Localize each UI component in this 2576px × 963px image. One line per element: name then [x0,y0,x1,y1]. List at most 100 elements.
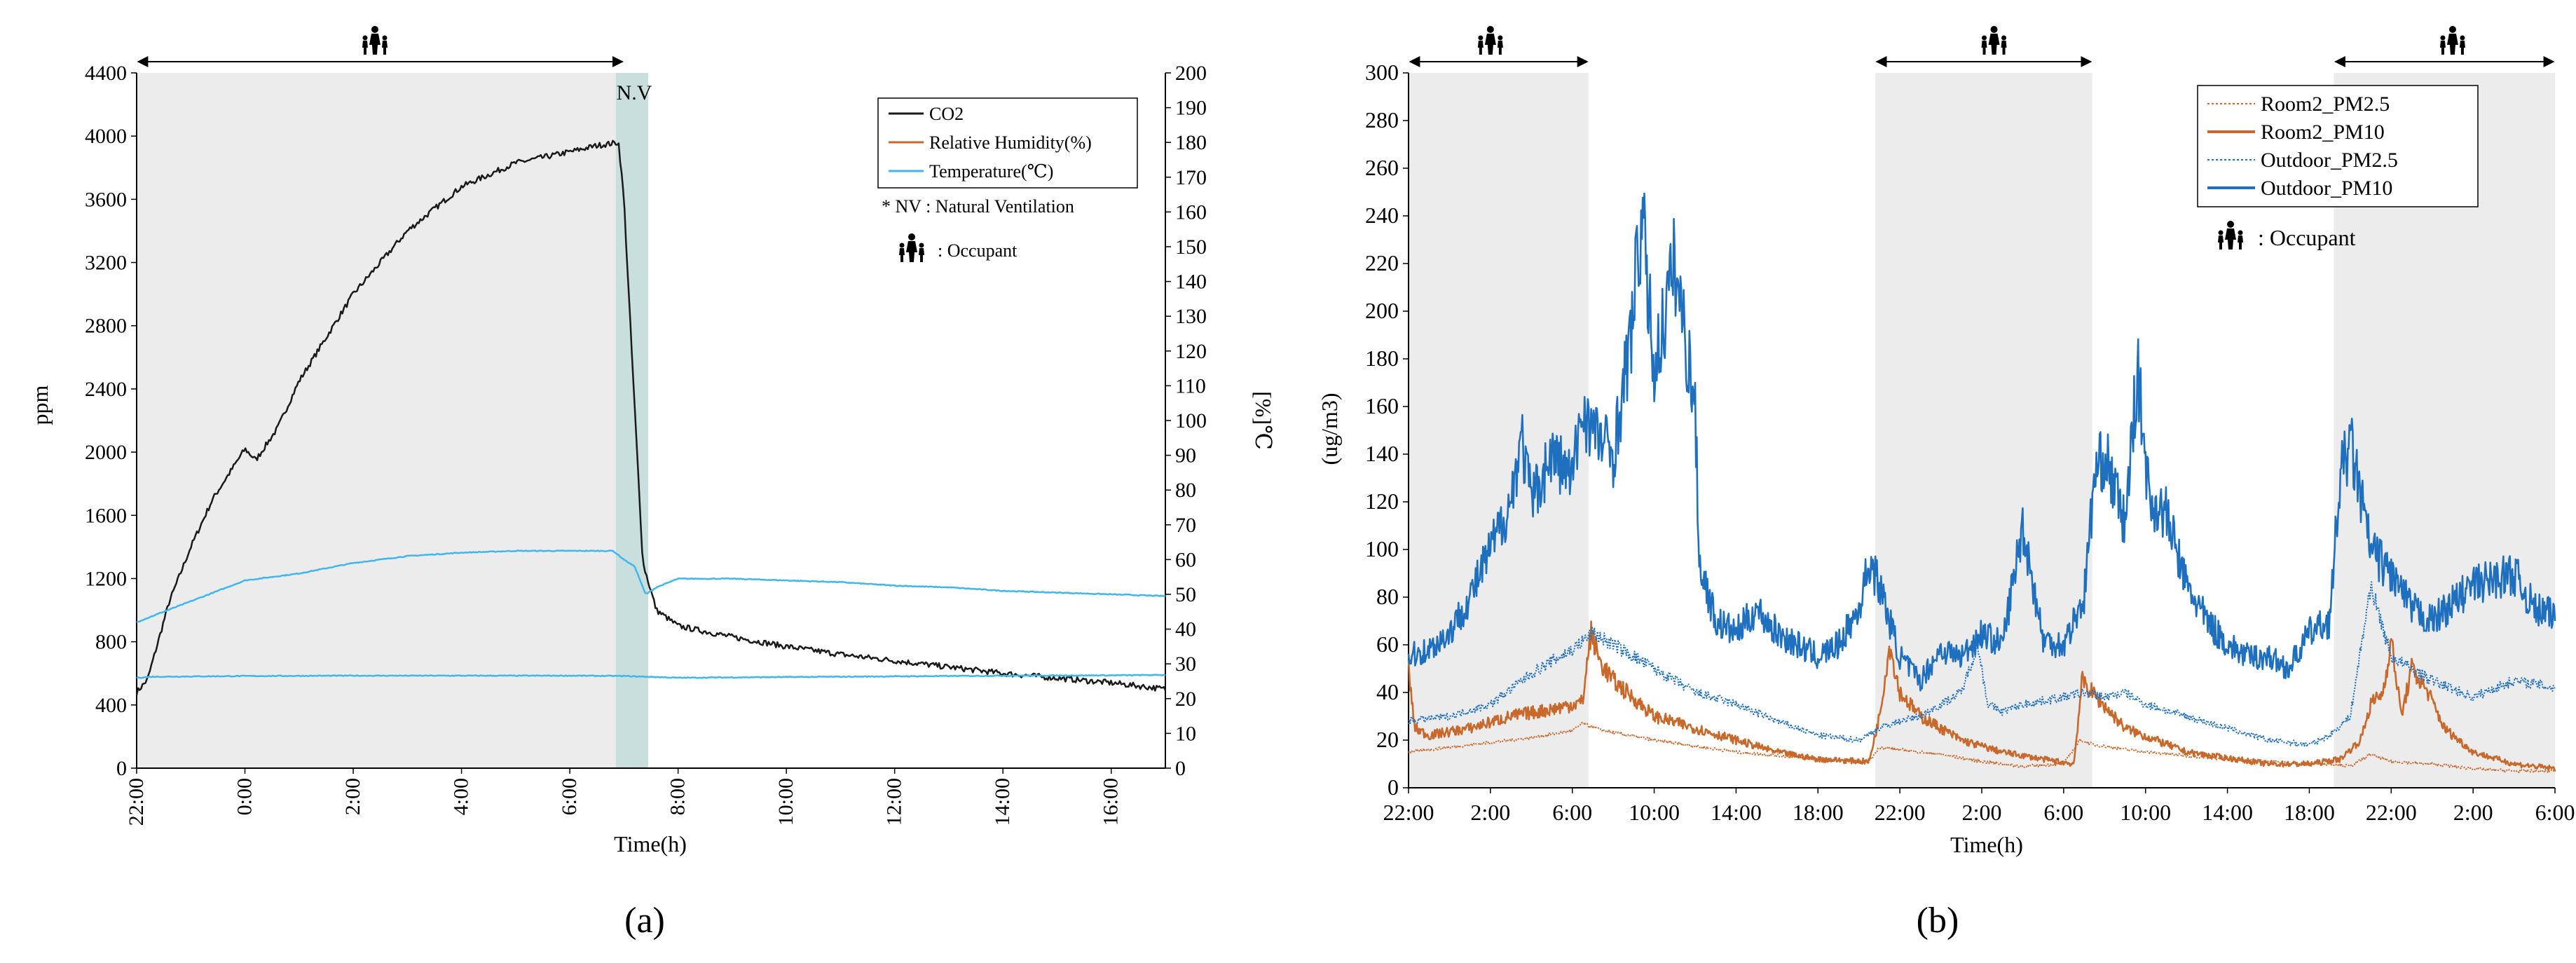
b-y-tick-label: 200 [1365,298,1399,323]
a-x-tick-label: 0:00 [233,778,256,815]
a-y-tick-label: 2800 [85,315,127,338]
b-x-tick-label: 10:00 [2120,800,2171,825]
a-y-tick-label: 0 [116,757,127,780]
a-y-tick-label: 2000 [85,441,127,464]
a-y2-tick-label: 50 [1175,583,1196,606]
a-occupant-icon-0 [362,26,388,55]
a-x-tick-label: 16:00 [1099,778,1123,826]
a-x-tick-label: 4:00 [450,778,473,815]
b-x-tick-label: 18:00 [1793,800,1844,825]
a-y-tick-label: 4400 [85,62,127,85]
b-y-tick-label: 40 [1376,679,1399,704]
b-x-tick-label: 2:00 [1470,800,1510,825]
a-y2-tick-label: 30 [1175,653,1196,676]
b-y-tick-label: 100 [1365,536,1399,561]
a-ventilation-region [615,73,649,768]
b-x-tick-label: 22:00 [1383,800,1434,825]
legend-co2: CO2 [929,104,964,124]
b-x-tick-label: 14:00 [2202,800,2253,825]
b-x-tick-label: 6:00 [2043,800,2083,825]
a-y2-tick-label: 190 [1175,97,1207,120]
a-y2-tick-label: 140 [1175,271,1207,294]
a-x-tick-label: 12:00 [883,778,906,826]
b-x-tick-label: 18:00 [2284,800,2335,825]
panel-a-occupant-legend-icon [899,233,924,262]
panel-a-label: (a) [624,901,665,941]
b-x-tick-label: 22:00 [2366,800,2417,825]
panel-b-occupancy-arrows [1409,26,2555,67]
a-x-tick-label: 10:00 [774,778,797,826]
b-y-tick-label: 80 [1376,584,1399,609]
b-series-outdoor-pm10 [1407,192,2556,692]
panel-a-occupancy-arrow [137,26,624,67]
a-y-tick-label: 800 [95,631,127,654]
panel-a-ticks: 0400800120016002000240028003200360040004… [85,62,1207,826]
a-y2-tick-label: 40 [1175,618,1196,641]
b-y-tick-label: 20 [1376,727,1399,752]
panel-a-note-occupant: : Occupant [938,240,1018,261]
panel-a-shading [137,73,649,768]
a-occupied-region-0 [137,73,624,768]
b-x-tick-label: 10:00 [1629,800,1680,825]
legend-outdoor-pm10: Outdoor_PM10 [2261,177,2392,200]
panel-b-note-occupant: : Occupant [2258,225,2356,250]
a-x-tick-label: 6:00 [558,778,581,815]
panel-a-legend: CO2 Relative Humidity(%) Temperature(℃) [877,97,1138,189]
legend-temperature: Temperature(℃) [929,161,1053,182]
a-y2-tick-label: 200 [1175,62,1207,85]
panel-b-legend: Room2_PM2.5 Room2_PM10 Outdoor_PM2.5 Out… [2197,85,2479,207]
a-y2-tick-label: 110 [1175,374,1206,397]
a-y2-tick-label: 130 [1175,305,1207,328]
a-y2-tick-label: 0 [1175,757,1186,780]
b-x-tick-label: 22:00 [1875,800,1926,825]
panel-b-label: (b) [1917,901,1959,941]
legend-room2-pm25: Room2_PM2.5 [2261,93,2390,116]
panel-a-xlabel: Time(h) [614,831,687,856]
b-x-tick-label: 6:00 [2535,800,2575,825]
panel-b-xlabel: Time(h) [1950,832,2023,857]
panel-b-ticks: 0 20 40 60 80 100 120 140 160 180 200 220 240 260 280 3… [1365,60,2575,825]
b-occupied-region-0 [1409,73,1589,788]
b-y-tick-label: 120 [1365,489,1399,514]
a-series-relative-humidity- [136,549,1166,623]
a-y2-tick-label: 170 [1175,166,1207,189]
b-occupant-icon-2 [2439,26,2465,55]
panel-a-ylabel: ppm [27,385,53,425]
a-y2-tick-label: 100 [1175,409,1207,432]
b-y-tick-label: 240 [1365,203,1399,228]
a-x-tick-label: 2:00 [341,778,364,815]
b-y-tick-label: 300 [1365,60,1399,85]
a-y2-tick-label: 20 [1175,688,1196,711]
a-y-tick-label: 1200 [85,567,127,590]
legend-outdoor-pm25: Outdoor_PM2.5 [2261,149,2398,172]
legend-humidity: Relative Humidity(%) [929,132,1092,153]
panel-b-ylabel: (ug/m3) [1317,392,1342,465]
a-y-tick-label: 400 [95,694,127,717]
b-y-tick-label: 0 [1388,774,1399,800]
a-y2-tick-label: 80 [1175,479,1196,502]
panel-b-occupant-legend-icon [2218,221,2243,250]
b-x-tick-label: 2:00 [2453,800,2493,825]
legend-room2-pm10: Room2_PM10 [2261,121,2385,144]
a-y2-tick-label: 150 [1175,235,1207,259]
a-y-tick-label: 4000 [85,125,127,148]
panel-a-note-nv: * NV : Natural Ventilation [882,196,1074,217]
a-y2-tick-label: 90 [1175,444,1196,467]
a-y2-tick-label: 160 [1175,200,1207,224]
a-y2-tick-label: 120 [1175,340,1207,363]
a-y-tick-label: 1600 [85,504,127,527]
b-x-tick-label: 2:00 [1962,800,2002,825]
b-y-tick-label: 220 [1365,250,1399,275]
a-y-tick-label: 3600 [85,188,127,211]
b-x-tick-label: 6:00 [1552,800,1592,825]
a-x-tick-label: 8:00 [666,778,690,815]
b-y-tick-label: 180 [1365,346,1399,371]
b-y-tick-label: 60 [1376,631,1399,657]
b-x-tick-label: 14:00 [1711,800,1762,825]
b-y-tick-label: 140 [1365,441,1399,466]
panel-a-nv-label: N.V [617,81,652,104]
a-y2-tick-label: 180 [1175,131,1207,154]
panel-b-chart: 0 20 40 60 80 100 120 140 160 180 200 220 240 260 280 3… [1317,26,2575,941]
b-series-room2-pm10 [1407,620,2556,772]
